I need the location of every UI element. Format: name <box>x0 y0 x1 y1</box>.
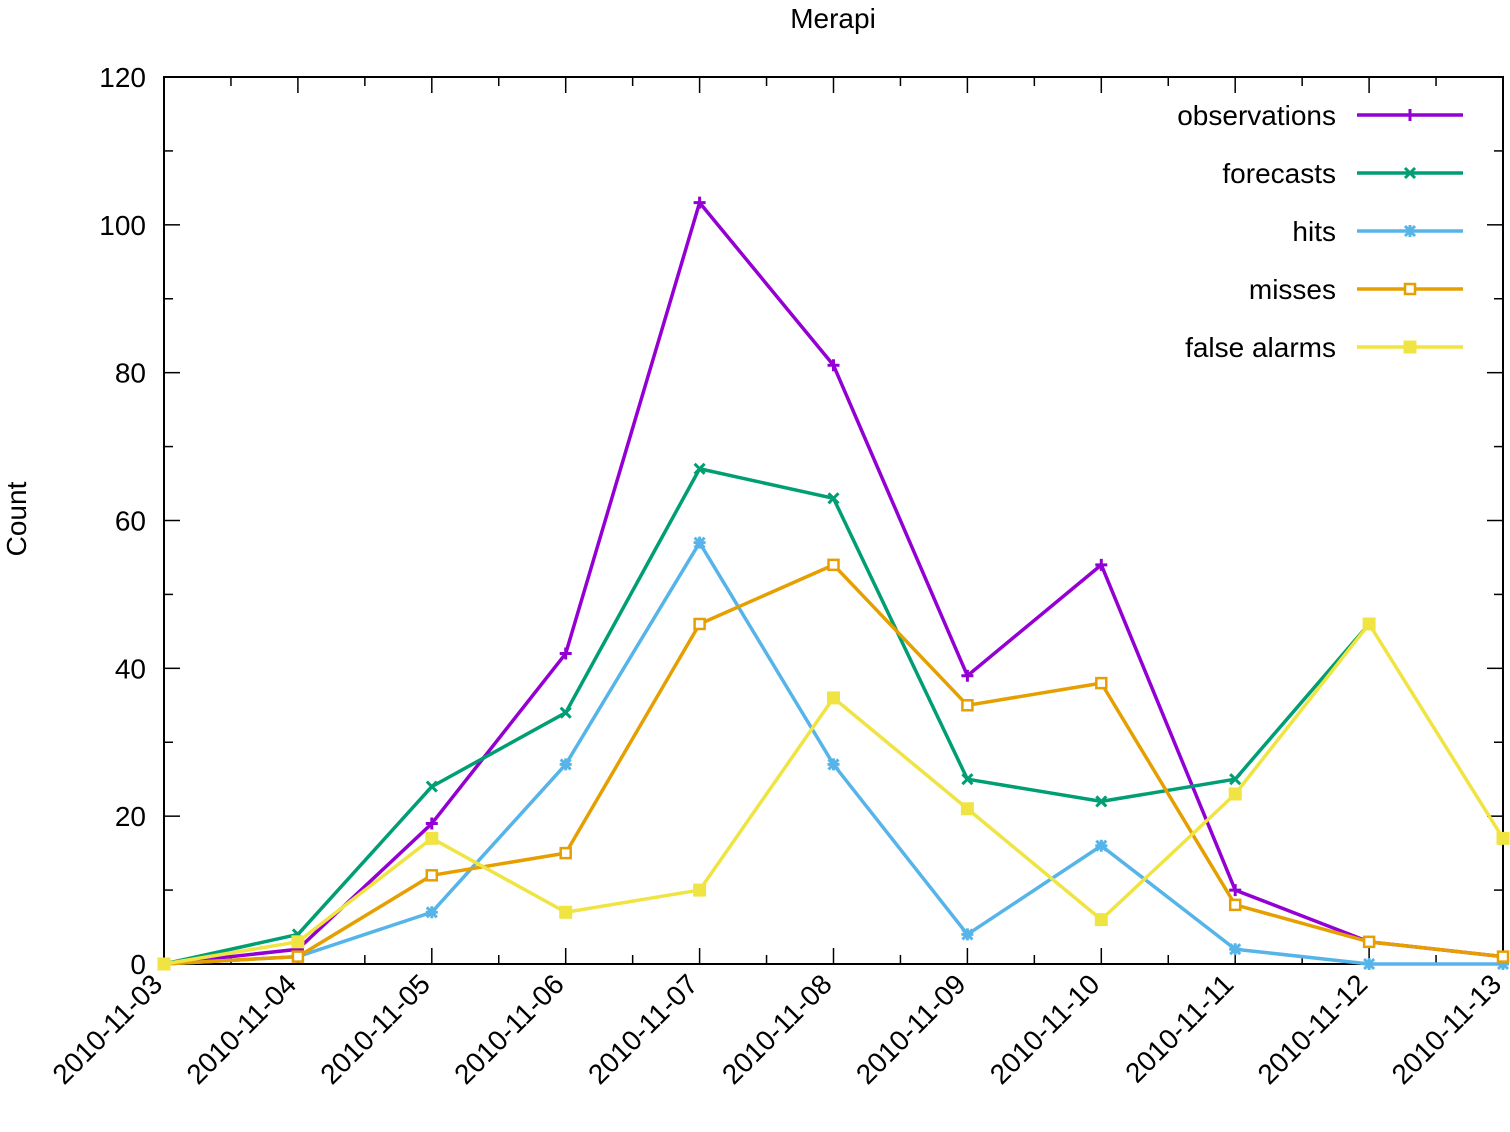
legend-label: forecasts <box>1222 158 1336 189</box>
data-point-misses <box>827 558 840 572</box>
data-point-forecasts <box>425 780 438 793</box>
data-point-observations <box>827 359 840 372</box>
data-point-false-alarms <box>1362 617 1376 631</box>
data-point-false-alarms <box>291 935 305 949</box>
legend-item-false-alarms: false alarms <box>1185 332 1463 363</box>
x-tick-label: 2010-11-11 <box>1119 968 1239 1088</box>
data-point-forecasts <box>1095 795 1108 808</box>
data-point-misses <box>1228 898 1242 912</box>
data-point-misses <box>1095 676 1108 690</box>
data-point-false-alarms <box>425 831 439 845</box>
data-point-false-alarms <box>1496 831 1510 845</box>
legend: observations forecasts hits misses false ala… <box>1177 100 1463 363</box>
data-point-forecasts <box>559 706 572 719</box>
legend-marker <box>1404 109 1416 121</box>
data-point-hits <box>559 758 572 771</box>
x-tick-label: 2010-11-08 <box>716 968 838 1090</box>
data-point-hits <box>1496 957 1510 971</box>
data-point-forecasts <box>961 773 974 786</box>
series-line-false-alarms <box>163 622 1505 966</box>
legend-item-hits: hits <box>1292 216 1463 247</box>
x-tick-label: 2010-11-10 <box>984 968 1106 1090</box>
data-point-hits <box>1095 839 1108 852</box>
data-point-hits <box>425 906 438 919</box>
x-tick-label: 2010-11-13 <box>1386 968 1508 1090</box>
x-tick-label: 2010-11-09 <box>850 968 972 1090</box>
x-tick-label: 2010-11-06 <box>448 968 570 1090</box>
data-point-false-alarms <box>157 957 171 971</box>
legend-label: misses <box>1249 274 1336 305</box>
data-point-misses <box>291 950 305 963</box>
y-tick-label: 20 <box>115 801 146 832</box>
data-point-false-alarms <box>1228 787 1242 801</box>
legend-item-misses: misses <box>1249 274 1463 305</box>
legend-marker <box>1403 166 1417 180</box>
data-point-hits <box>827 758 840 771</box>
data-point-false-alarms <box>960 802 974 816</box>
legend-marker <box>1403 340 1417 354</box>
y-tick-label: 0 <box>130 949 146 980</box>
plot-border <box>163 76 1504 965</box>
data-point-forecasts <box>693 462 706 475</box>
y-tick-label: 60 <box>115 506 146 537</box>
series-line-hits <box>163 540 1503 966</box>
legend-label: hits <box>1292 216 1336 247</box>
data-point-false-alarms <box>559 905 573 919</box>
series-line-observations <box>163 200 1504 966</box>
data-point-false-alarms <box>693 883 707 897</box>
data-point-forecasts <box>827 492 840 505</box>
series-false-alarms <box>157 617 1510 971</box>
legend-label: false alarms <box>1185 332 1336 363</box>
legend-item-observations: observations <box>1177 100 1463 131</box>
data-point-hits <box>1363 957 1376 971</box>
series-observations <box>158 196 1509 970</box>
data-point-observations <box>1229 884 1242 897</box>
data-point-misses <box>559 846 572 860</box>
x-tick-label: 2010-11-07 <box>582 968 704 1090</box>
x-tick-label: 2010-11-12 <box>1252 968 1374 1090</box>
series-misses <box>157 558 1510 971</box>
x-tick-label: 2010-11-04 <box>180 968 302 1090</box>
data-point-false-alarms <box>1094 913 1108 927</box>
data-point-observations <box>559 647 572 660</box>
data-point-observations <box>425 817 438 830</box>
y-tick-label: 80 <box>115 358 146 389</box>
y-axis: 0 20 40 60 80 100 120 <box>99 62 1503 980</box>
data-point-observations <box>693 196 706 209</box>
data-point-hits <box>1229 943 1242 956</box>
plot-frame <box>163 76 1504 965</box>
x-tick-label: 2010-11-03 <box>47 968 169 1090</box>
data-point-hits <box>693 536 706 549</box>
x-axis: 2010-11-03 2010-11-04 2010-11-05 2010-11-06… <box>47 77 1508 1090</box>
data-point-misses <box>1496 950 1510 963</box>
data-point-hits <box>961 928 974 941</box>
data-point-misses <box>693 617 706 631</box>
series-hits <box>157 536 1510 971</box>
x-tick-label: 2010-11-05 <box>314 968 436 1090</box>
series-line-forecasts <box>163 467 1371 966</box>
data-point-misses <box>961 699 974 712</box>
legend-marker <box>1403 282 1417 296</box>
series-forecasts <box>157 462 1376 971</box>
data-point-misses <box>1362 935 1376 949</box>
y-axis-title: Count <box>1 481 32 556</box>
data-point-observations <box>1095 558 1108 571</box>
chart-title: Merapi <box>790 3 876 34</box>
data-point-observations <box>961 669 974 682</box>
data-point-false-alarms <box>827 691 840 705</box>
y-tick-label: 120 <box>99 62 146 93</box>
y-tick-label: 100 <box>99 210 146 241</box>
legend-marker <box>1403 224 1417 238</box>
data-point-misses <box>425 869 439 882</box>
data-point-forecasts <box>1229 773 1242 786</box>
y-tick-label: 40 <box>115 653 146 684</box>
legend-item-forecasts: forecasts <box>1222 158 1463 189</box>
legend-label: observations <box>1177 100 1336 131</box>
series-layer <box>157 196 1510 971</box>
